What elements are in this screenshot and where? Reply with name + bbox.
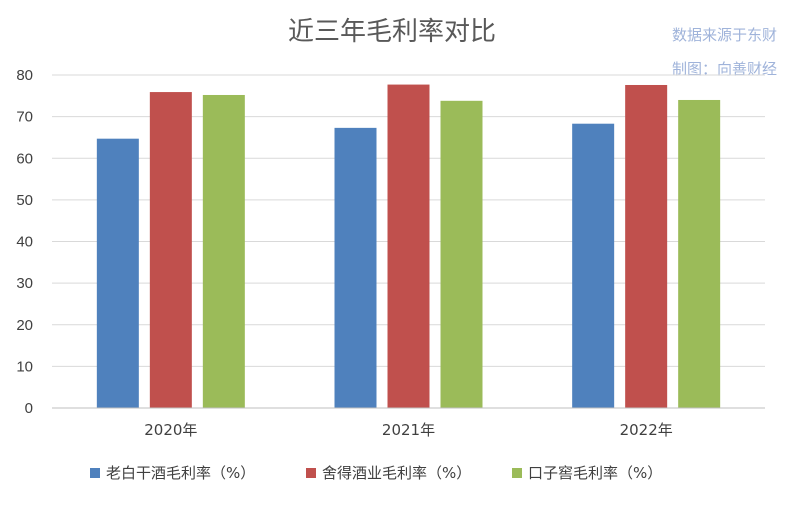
legend: 老白干酒毛利率（%） 舍得酒业毛利率（%） 口子窖毛利率（%） [90,464,662,482]
x-tick-label: 2020年 [144,421,197,439]
legend-swatch [306,468,316,478]
y-tick-label: 40 [16,234,33,251]
y-tick-label: 50 [16,192,33,209]
bar [202,94,245,408]
source-line-2: 制图：向善财经 [672,60,777,78]
source-line-1: 数据来源于东财 [672,26,777,44]
y-tick-label: 30 [16,275,33,292]
y-axis-ticks: 0 10 20 30 40 50 60 70 80 [16,67,33,417]
bar [440,100,483,409]
legend-swatch [512,468,522,478]
bar [96,138,139,408]
y-tick-label: 80 [16,67,33,84]
y-tick-label: 10 [16,358,33,375]
bar [334,127,377,409]
x-axis-labels: 2020年 2021年 2022年 [144,421,673,439]
bar [625,84,668,409]
y-tick-label: 0 [25,400,33,417]
chart-title: 近三年毛利率对比 [288,17,496,47]
bar [572,123,615,409]
legend-label: 口子窖毛利率（%） [528,464,662,482]
legend-label: 舍得酒业毛利率（%） [322,464,471,482]
y-tick-label: 70 [16,109,33,126]
bars [96,84,721,409]
legend-swatch [90,468,100,478]
y-tick-label: 20 [16,317,33,334]
bar [149,92,192,408]
bar [387,84,430,408]
x-tick-label: 2021年 [382,421,435,439]
legend-label: 老白干酒毛利率（%） [106,464,255,482]
bar [678,99,721,408]
y-tick-label: 60 [16,150,33,167]
x-tick-label: 2022年 [620,421,673,439]
